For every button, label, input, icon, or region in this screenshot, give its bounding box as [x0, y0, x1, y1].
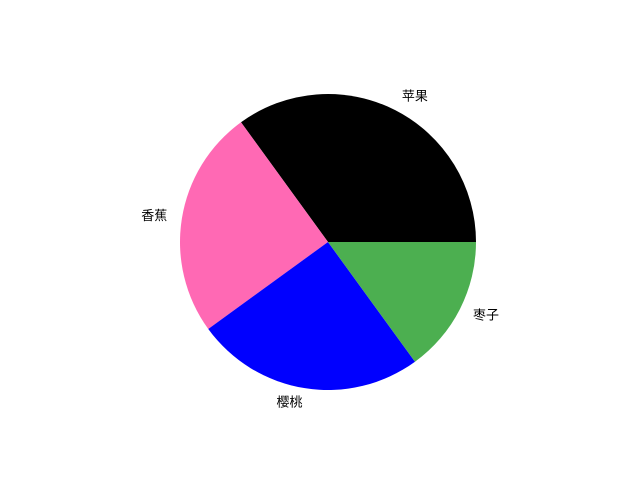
pie-slices [180, 94, 477, 390]
pie-slice [328, 242, 476, 362]
pie-slice [208, 242, 415, 390]
slice-label: 枣子 [473, 308, 499, 323]
slice-label: 香蕉 [141, 209, 167, 224]
slice-label: 樱桃 [277, 394, 303, 410]
slice-label: 苹果 [402, 89, 428, 104]
pie-slice [241, 94, 477, 242]
pie-slice [180, 122, 328, 329]
